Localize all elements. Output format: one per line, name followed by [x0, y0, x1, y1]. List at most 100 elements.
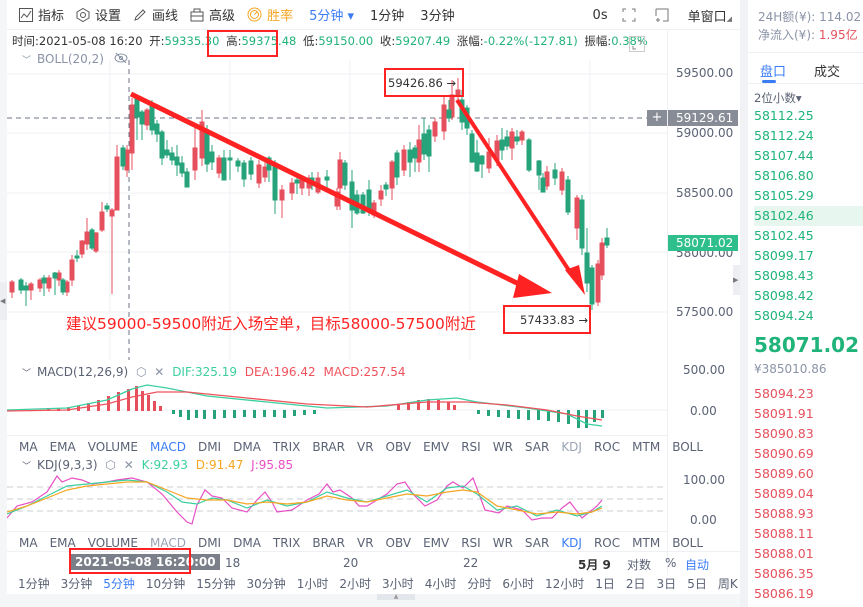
bid-row[interactable]: 58090.69	[754, 446, 814, 461]
add-window-button[interactable]	[655, 8, 674, 22]
ask-row[interactable]: 58105.29	[754, 188, 814, 203]
ask-row[interactable]: 58112.24	[754, 128, 814, 143]
bid-row[interactable]: 58089.60	[754, 466, 814, 481]
bid-row[interactable]: 58088.01	[754, 546, 814, 561]
ind-tab-emv[interactable]: EMV	[423, 535, 450, 550]
period-3min-button[interactable]: 3分钟	[420, 5, 454, 24]
period-1min[interactable]: 1分钟	[18, 576, 50, 591]
ind-tab-rsi[interactable]: RSI	[461, 535, 481, 550]
ind-tab-dmi[interactable]: DMI	[197, 439, 222, 454]
period-4h[interactable]: 4小时	[424, 576, 457, 591]
ind-tab-macd[interactable]: MACD	[149, 439, 186, 454]
period-timeshare[interactable]: 分时	[467, 576, 492, 591]
ind-tab-vr[interactable]: VR	[356, 535, 374, 550]
close-icon[interactable]: ✕	[123, 458, 134, 472]
ask-row[interactable]: 58098.42	[754, 288, 814, 303]
bid-row[interactable]: 58091.91	[754, 406, 814, 421]
bid-row[interactable]: 58089.04	[754, 486, 814, 501]
ask-row[interactable]: 58099.17	[754, 248, 814, 263]
period-3d[interactable]: 3日	[656, 576, 677, 591]
bid-row[interactable]: 58094.23	[754, 386, 814, 401]
bid-row[interactable]: 58086.35	[754, 566, 814, 581]
ind-tab-volume[interactable]: VOLUME	[87, 439, 138, 454]
maximize-pane-button[interactable]	[629, 36, 645, 52]
ind-tab-trix[interactable]: TRIX	[272, 535, 301, 550]
period-30min[interactable]: 30分钟	[246, 576, 286, 591]
ind-tab-wr[interactable]: WR	[492, 439, 513, 454]
ask-row[interactable]: 58106.80	[754, 168, 814, 183]
ind-tab-dma[interactable]: DMA	[233, 535, 261, 550]
ask-row[interactable]: 58102.46	[754, 206, 863, 226]
auto-scale-toggle[interactable]: 自动	[685, 558, 710, 572]
price-axis[interactable]: 59500.00 59000.00 58500.00 58000.00 5750…	[667, 30, 740, 575]
ind-tab-ema[interactable]: EMA	[49, 439, 76, 454]
ind-tab-kdj[interactable]: KDJ	[561, 535, 582, 550]
ind-tab-brar[interactable]: BRAR	[312, 439, 345, 454]
ind-tab-kdj[interactable]: KDJ	[561, 439, 582, 454]
ind-tab-obv[interactable]: OBV	[385, 439, 412, 454]
draw-button[interactable]: 画线	[133, 5, 178, 24]
period-1min-button[interactable]: 1分钟	[370, 5, 404, 24]
macd-chart[interactable]	[7, 380, 667, 435]
ask-row[interactable]: 58102.45	[754, 228, 814, 243]
ind-tab-ma[interactable]: MA	[19, 535, 38, 550]
time-axis[interactable]: 2021-05-08 16:20:00 18 20 22 5月 9 对数 % 自…	[7, 551, 740, 575]
bid-row[interactable]: 58088.93	[754, 506, 814, 521]
period-dropdown[interactable]: 5分钟 ▾	[309, 5, 354, 24]
period-2h[interactable]: 2小时	[339, 576, 372, 591]
ind-tab-ma[interactable]: MA	[19, 439, 38, 454]
settings-hex-icon[interactable]: ⬡	[105, 458, 116, 472]
ind-tab-vr[interactable]: VR	[356, 439, 374, 454]
period-1d[interactable]: 1日	[595, 576, 615, 591]
ask-row[interactable]: 58112.25	[754, 108, 814, 123]
collapse-chevron-icon[interactable]: ﹀	[22, 462, 32, 472]
fullscreen-button[interactable]	[622, 8, 641, 22]
period-5d[interactable]: 5日	[687, 576, 707, 591]
period-1h[interactable]: 1小时	[296, 576, 329, 591]
bid-row[interactable]: 58086.19	[754, 586, 814, 601]
period-10min[interactable]: 10分钟	[145, 576, 186, 591]
expand-up-icon[interactable]: ▲	[377, 594, 415, 600]
settings-button[interactable]: 设置	[76, 5, 121, 24]
ind-tab-ema[interactable]: EMA	[49, 535, 76, 550]
ind-tab-trix[interactable]: TRIX	[272, 439, 301, 454]
ind-tab-volume[interactable]: VOLUME	[87, 535, 138, 550]
ind-tab-roc[interactable]: ROC	[593, 439, 621, 454]
ask-row[interactable]: 58094.24	[754, 308, 814, 323]
ind-tab-wr[interactable]: WR	[492, 535, 513, 550]
period-5min[interactable]: 5分钟	[103, 576, 135, 591]
ind-tab-boll[interactable]: BOLL	[672, 439, 704, 454]
tab-order-book[interactable]: 盘口	[760, 65, 787, 80]
ind-tab-sar[interactable]: SAR	[524, 535, 550, 550]
ind-tab-roc[interactable]: ROC	[593, 535, 621, 550]
settings-hex-icon[interactable]: ⬡	[135, 365, 147, 379]
ind-tab-rsi[interactable]: RSI	[461, 439, 481, 454]
collapse-chevron-icon[interactable]: ﹀	[22, 369, 32, 379]
ind-tab-mtm[interactable]: MTM	[632, 439, 661, 454]
period-12h[interactable]: 12小时	[544, 576, 585, 591]
ind-tab-dma[interactable]: DMA	[233, 439, 261, 454]
left-scroll-arrow[interactable]: ◀	[0, 282, 7, 320]
period-3min[interactable]: 3分钟	[60, 576, 93, 591]
ask-row[interactable]: 58098.43	[754, 268, 814, 283]
period-15min[interactable]: 15分钟	[196, 576, 236, 591]
ind-tab-macd[interactable]: MACD	[149, 535, 186, 550]
crosshair-add-button[interactable]: +	[647, 110, 667, 126]
right-scroll-arrow[interactable]: ▶	[733, 265, 740, 295]
ind-tab-dmi[interactable]: DMI	[197, 535, 222, 550]
boll-indicator-label[interactable]: ﹀ BOLL(20,2)	[22, 52, 128, 66]
tab-trades[interactable]: 成交	[814, 65, 841, 80]
percent-scale-toggle[interactable]: %	[665, 556, 677, 570]
bid-row[interactable]: 58088.11	[754, 526, 814, 541]
collapse-chevron-icon[interactable]: ﹀	[22, 56, 32, 66]
eye-hidden-icon[interactable]	[114, 52, 128, 64]
ind-tab-emv[interactable]: EMV	[423, 439, 450, 454]
precision-dropdown[interactable]: 2位小数▾	[754, 91, 802, 105]
ind-tab-brar[interactable]: BRAR	[312, 535, 345, 550]
bottom-panel-handle[interactable]: ▲	[7, 594, 740, 607]
advanced-button[interactable]: 高级	[190, 5, 235, 24]
ind-tab-boll[interactable]: BOLL	[672, 535, 704, 550]
period-2d[interactable]: 2日	[625, 576, 646, 591]
ind-tab-obv[interactable]: OBV	[385, 535, 412, 550]
indicators-button[interactable]: 指标	[19, 5, 64, 24]
